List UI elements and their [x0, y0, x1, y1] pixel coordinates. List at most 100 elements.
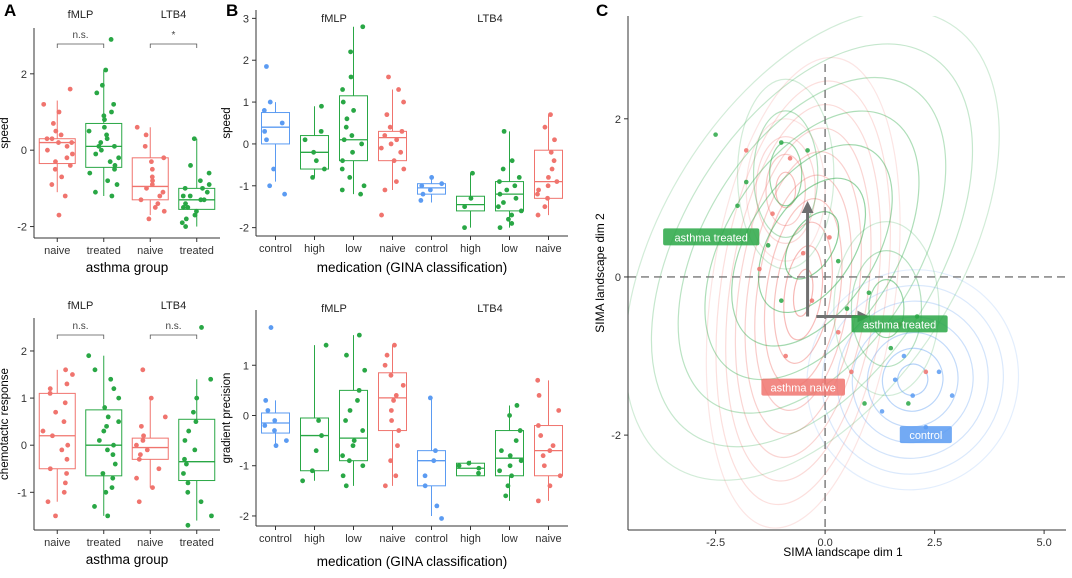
data-point — [340, 158, 345, 164]
density-contour — [752, 110, 819, 239]
data-point — [137, 452, 143, 458]
facet-label: LTB4 — [477, 303, 502, 315]
x-tick-label: naive — [535, 243, 561, 255]
data-point — [265, 408, 271, 413]
data-point — [547, 448, 553, 454]
significance-label: * — [172, 30, 176, 41]
box — [339, 389, 368, 462]
data-point — [86, 128, 92, 134]
data-point — [161, 208, 167, 214]
data-point — [186, 428, 192, 434]
density-contour — [755, 135, 816, 244]
box — [38, 138, 76, 165]
data-point — [422, 483, 428, 489]
data-point — [264, 137, 269, 143]
data-point — [144, 185, 149, 191]
data-point — [261, 108, 267, 113]
y-tick-label: 1 — [243, 97, 249, 109]
data-point — [497, 225, 503, 231]
x-tick-label: low — [345, 533, 362, 545]
density-contour — [896, 363, 929, 397]
scatter-point — [770, 211, 775, 216]
data-point — [69, 140, 75, 145]
data-point — [134, 124, 140, 130]
data-point — [340, 99, 346, 105]
y-tick-label: -2 — [239, 511, 249, 523]
scatter-point — [901, 353, 907, 359]
density-contour — [806, 269, 1020, 491]
scatter-point — [892, 377, 898, 383]
data-point — [552, 137, 557, 143]
x-tick-label: high — [460, 243, 481, 255]
data-point — [180, 205, 186, 210]
data-point — [462, 204, 468, 210]
data-point — [49, 136, 55, 142]
x-tick-label: treated — [180, 537, 214, 549]
data-point — [346, 458, 352, 464]
data-point — [104, 423, 109, 429]
data-point — [388, 458, 394, 464]
facet-label: fMLP — [321, 303, 347, 315]
data-point — [313, 158, 319, 164]
data-point — [535, 191, 540, 197]
data-point — [156, 466, 162, 472]
data-point — [547, 483, 553, 489]
data-point — [344, 352, 349, 358]
density-contour — [833, 221, 940, 397]
data-point — [348, 74, 354, 80]
y-tick-label: 1 — [243, 360, 249, 372]
data-point — [61, 419, 67, 425]
data-point — [399, 128, 405, 134]
box — [300, 417, 329, 472]
scatter-point — [743, 148, 749, 153]
data-point — [316, 418, 321, 423]
data-point — [535, 377, 541, 383]
panel-letter-a: A — [4, 1, 16, 20]
data-point — [433, 448, 438, 454]
data-point — [323, 342, 329, 348]
density-contour — [784, 211, 840, 280]
box — [178, 418, 216, 482]
data-point — [401, 166, 407, 172]
density-contour — [866, 331, 959, 428]
scatter-point — [809, 298, 815, 303]
scatter-point — [910, 393, 915, 398]
data-point — [379, 212, 384, 218]
panel-letter-b: B — [226, 1, 238, 20]
data-point — [550, 443, 556, 449]
x-tick-label: high — [304, 243, 325, 255]
data-point — [138, 423, 144, 429]
density-contour — [650, 43, 974, 448]
data-point — [392, 342, 397, 348]
data-point — [146, 216, 152, 222]
data-point — [431, 458, 437, 464]
data-point — [536, 187, 541, 193]
data-point — [101, 113, 107, 119]
data-point — [194, 395, 200, 401]
data-point — [112, 143, 117, 149]
scatter-point — [866, 290, 872, 296]
y-axis-label: chemotactic response — [0, 368, 11, 480]
data-point — [507, 453, 513, 459]
data-point — [105, 178, 111, 184]
data-point — [340, 87, 345, 92]
y-tick-label: 0 — [615, 272, 621, 284]
scatter-point — [906, 401, 911, 406]
data-point — [398, 149, 404, 155]
data-point — [395, 443, 400, 449]
x-tick-label: treated — [87, 245, 121, 257]
data-point — [149, 166, 155, 172]
data-point — [183, 224, 189, 229]
data-point — [185, 480, 191, 486]
data-point — [183, 216, 189, 222]
scatter-point — [888, 345, 894, 351]
panel-a-top-speed-chart: -2 0 2 speed asthma group fMLP n.s. LTB4 * naive t… — [0, 9, 220, 275]
x-tick-label: control — [415, 533, 448, 545]
scatter-point — [849, 369, 854, 375]
density-contour — [775, 171, 797, 209]
data-point — [388, 141, 394, 147]
data-point — [53, 128, 59, 134]
x-tick-label: treated — [180, 245, 214, 257]
data-point — [516, 175, 522, 180]
scatter-point — [835, 330, 841, 335]
